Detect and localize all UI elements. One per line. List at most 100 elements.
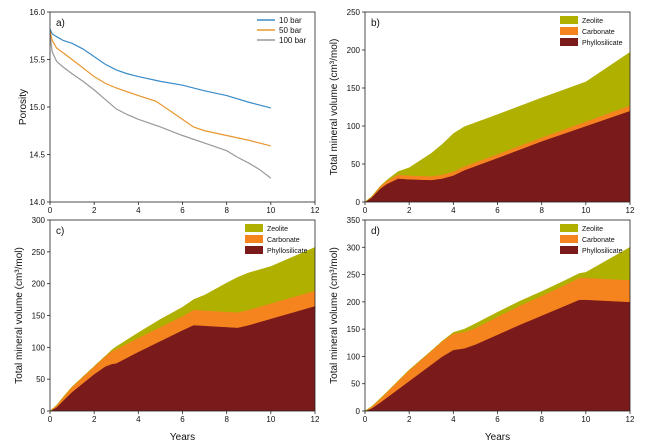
x-tick-label-c: 8 (224, 415, 229, 424)
x-axis-label-d: Years (485, 432, 510, 443)
x-tick-label-a: 0 (48, 206, 53, 215)
x-tick-label-c: 12 (311, 415, 320, 424)
y-tick-label-b: 50 (351, 160, 360, 169)
x-tick-label-c: 10 (266, 415, 275, 424)
panel-label-a: a) (56, 18, 65, 29)
y-axis-label-d: Total mineral volume (cm³/mol) (329, 247, 340, 384)
panel-b: 0 2 4 6 8 10 12 0 50 100 150 200 250 Total mineral vo… (329, 8, 635, 215)
legend-swatch-b (560, 16, 578, 24)
legend-entry-a: 50 bar (279, 26, 302, 35)
x-tick-label-a: 2 (92, 206, 97, 215)
y-tick-label-b: 250 (347, 8, 361, 17)
panel-d: 0 2 4 6 8 10 12 0 50 100 150 200 250 300 350 Total mine… (329, 216, 635, 443)
x-tick-label-c: 4 (136, 415, 141, 424)
y-tick-label-b: 0 (356, 198, 361, 207)
y-tick-label-b: 200 (347, 46, 361, 55)
y-tick-label-b: 150 (347, 84, 361, 93)
plot-frame-a (49, 11, 316, 203)
y-tick-label-a: 14.5 (29, 151, 45, 160)
panel-label-d: d) (371, 226, 380, 237)
panel-label-c: c) (56, 226, 64, 237)
legend-d: Zeolite Carbonate Phyllosilicate (560, 224, 623, 255)
x-tick-label-b: 12 (626, 206, 635, 215)
x-tick-label-c: 6 (180, 415, 185, 424)
x-tick-label-c: 2 (92, 415, 97, 424)
line-50-bar-a (50, 30, 271, 147)
legend-c: Zeolite Carbonate Phyllosilicate (245, 224, 308, 255)
y-tick-label-d: 100 (347, 352, 361, 361)
y-tick-label-d: 0 (356, 407, 361, 416)
area-zeolite-b (365, 51, 630, 202)
y-tick-label-a: 16.0 (29, 8, 45, 17)
x-tick-label-d: 0 (363, 415, 368, 424)
y-tick-label-c: 250 (32, 248, 46, 257)
x-tick-label-d: 2 (407, 415, 412, 424)
x-tick-label-d: 6 (495, 415, 500, 424)
x-tick-label-b: 10 (581, 206, 590, 215)
y-axis-label-b: Total mineral volume (cm³/mol) (329, 39, 340, 176)
y-tick-label-d: 50 (351, 380, 360, 389)
legend-b: Zeolite Carbonate Phyllosilicate (560, 16, 623, 47)
x-tick-label-b: 2 (407, 206, 412, 215)
x-tick-label-a: 6 (180, 206, 185, 215)
legend-entry-d: Phyllosilicate (582, 248, 623, 255)
panel-a: 0 2 4 6 8 10 12 14.0 14.5 15.0 15.5 16.0 Porosity a) 1… (18, 8, 320, 215)
y-tick-label-a: 14.0 (29, 198, 45, 207)
y-tick-label-c: 0 (41, 407, 46, 416)
legend-swatch-c (245, 246, 263, 254)
y-tick-label-b: 100 (347, 122, 361, 131)
legend-swatch-d (560, 235, 578, 243)
y-tick-label-c: 150 (32, 312, 46, 321)
y-tick-label-d: 300 (347, 243, 361, 252)
y-tick-label-c: 200 (32, 280, 46, 289)
legend-entry-c: Phyllosilicate (267, 248, 308, 255)
legend-entry-a: 10 bar (279, 16, 302, 25)
panel-label-b: b) (371, 18, 380, 29)
x-tick-label-a: 10 (266, 206, 275, 215)
x-tick-label-b: 4 (451, 206, 456, 215)
y-tick-label-d: 200 (347, 298, 361, 307)
legend-entry-c: Carbonate (267, 237, 300, 244)
y-axis-label-a: Porosity (18, 89, 29, 125)
x-tick-label-a: 4 (136, 206, 141, 215)
x-tick-label-d: 12 (626, 415, 635, 424)
legend-swatch-d (560, 246, 578, 254)
line-100-bar-a (50, 34, 272, 179)
x-tick-label-b: 0 (363, 206, 368, 215)
legend-entry-a: 100 bar (279, 36, 306, 45)
legend-entry-d: Carbonate (582, 237, 615, 244)
legend-entry-b: Carbonate (582, 29, 615, 36)
y-tick-label-c: 100 (32, 343, 46, 352)
legend-entry-b: Zeolite (582, 18, 603, 25)
x-tick-label-b: 8 (539, 206, 544, 215)
area-zeolite-d (365, 246, 630, 411)
legend-swatch-c (245, 235, 263, 243)
line-10-bar-a (50, 28, 271, 109)
y-tick-label-c: 50 (36, 375, 45, 384)
x-tick-label-d: 10 (581, 415, 590, 424)
legend-entry-c: Zeolite (267, 226, 288, 233)
x-tick-label-d: 8 (539, 415, 544, 424)
legend-swatch-b (560, 27, 578, 35)
x-tick-label-a: 8 (224, 206, 229, 215)
area-zeolite-c (50, 247, 315, 411)
y-tick-label-a: 15.5 (29, 56, 45, 65)
legend-swatch-c (245, 224, 263, 232)
x-tick-label-b: 6 (495, 206, 500, 215)
x-tick-label-d: 4 (451, 415, 456, 424)
panel-c: 0 2 4 6 8 10 12 0 50 100 150 200 250 300 Total mineral… (14, 216, 320, 443)
x-tick-label-c: 0 (48, 415, 53, 424)
x-axis-label-c: Years (170, 432, 195, 443)
y-tick-label-d: 150 (347, 325, 361, 334)
y-tick-label-c: 300 (32, 216, 46, 225)
y-tick-label-d: 350 (347, 216, 361, 225)
x-tick-label-a: 12 (311, 206, 320, 215)
y-axis-label-c: Total mineral volume (cm³/mol) (14, 247, 25, 384)
legend-entry-b: Phyllosilicate (582, 40, 623, 47)
legend-entry-d: Zeolite (582, 226, 603, 233)
legend-swatch-b (560, 38, 578, 46)
y-tick-label-a: 15.0 (29, 103, 45, 112)
y-tick-label-d: 250 (347, 271, 361, 280)
